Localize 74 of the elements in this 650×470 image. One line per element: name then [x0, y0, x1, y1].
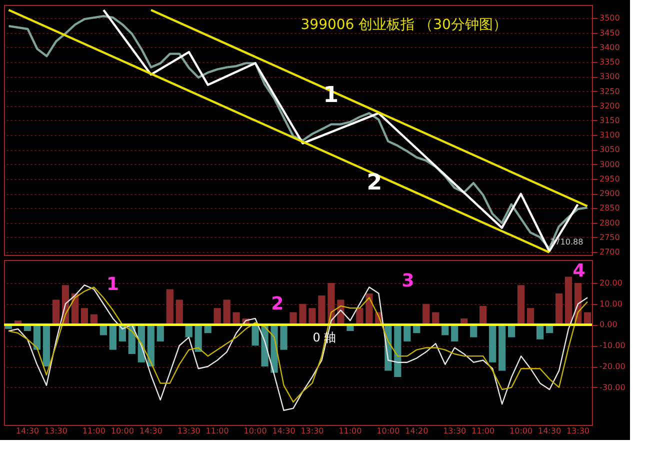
x-tick-label: 10:00: [376, 426, 400, 436]
bar: [147, 324, 154, 367]
bar: [498, 324, 506, 371]
bar: [480, 306, 487, 325]
x-tick-label: 10:00: [110, 426, 134, 436]
x-tick-label: 13:30: [566, 426, 590, 436]
text: 399006 创业板指 （30分钟图）: [300, 17, 507, 33]
bar: [214, 308, 221, 325]
bar: [52, 300, 60, 325]
y-tick-label: 3150: [600, 116, 620, 125]
x-tick-label: 14:30: [538, 426, 562, 436]
bar: [299, 304, 306, 325]
bar: [156, 324, 164, 342]
x-tick-label: 14:30: [272, 426, 296, 436]
y-tick-label: 20.00: [600, 278, 622, 288]
x-tick-label: 14:30: [139, 426, 162, 436]
annotation: 2: [271, 294, 284, 315]
bar: [308, 308, 316, 325]
y-tick-label: 3050: [600, 145, 620, 154]
y-tick-label: 10.00: [600, 299, 622, 308]
bar: [394, 324, 402, 377]
x-tick-label: 14:20: [405, 426, 428, 436]
y-tick-label: 3400: [600, 42, 620, 52]
bar: [536, 324, 544, 340]
y-tick-label: 2850: [600, 204, 620, 213]
bar: [404, 324, 411, 342]
bar: [42, 324, 50, 367]
bar: [564, 276, 572, 325]
y-tick-label: 3350: [600, 58, 620, 67]
bar: [422, 304, 430, 325]
y-tick-label: -30.00: [600, 382, 626, 392]
annotation: 3: [402, 270, 414, 292]
bar: [223, 300, 230, 325]
x-tick-label: 13:30: [44, 426, 68, 436]
y-tick-label: 2950: [600, 174, 620, 184]
bar: [109, 324, 116, 350]
x-tick-label: 11:00: [82, 426, 106, 436]
y-tick-label: 2800: [600, 218, 620, 228]
y-tick-label: -20.00: [600, 362, 626, 372]
x-tick-label: 11:00: [206, 426, 229, 436]
x-tick-label: 10:00: [244, 426, 267, 436]
bar: [280, 324, 288, 350]
y-tick-label: 3100: [600, 130, 620, 140]
annotation: 4: [572, 260, 586, 282]
annotation: 1: [106, 274, 120, 295]
y-tick-label: 3000: [600, 160, 620, 169]
annotation: 2: [366, 170, 382, 196]
bar: [252, 324, 259, 346]
y-tick-label: 3250: [600, 86, 620, 96]
y-tick-label: 2700: [600, 248, 620, 257]
y-tick-label: 3500: [600, 14, 620, 23]
x-tick-label: 13:30: [300, 426, 324, 436]
x-tick-label: 13:30: [443, 426, 466, 436]
y-tick-label: -10.00: [600, 341, 626, 350]
bar: [166, 289, 174, 325]
y-tick-label: 3200: [600, 101, 620, 110]
x-tick-label: 11:00: [472, 426, 495, 436]
y-tick-label: 3450: [600, 28, 620, 38]
x-tick-label: 10:00: [510, 426, 533, 436]
x-tick-label: 13:30: [177, 426, 200, 436]
y-tick-label: 2750: [600, 232, 620, 242]
bar: [489, 324, 496, 362]
x-tick-label: 14:30: [16, 426, 40, 436]
bar: [555, 293, 563, 325]
y-tick-label: 0.00: [600, 320, 618, 330]
bar: [451, 324, 458, 342]
bar: [318, 296, 326, 325]
y-tick-label: 2900: [600, 189, 620, 198]
bar: [176, 300, 183, 325]
bar: [526, 308, 534, 325]
bar: [80, 308, 88, 325]
x-tick-label: 11:00: [338, 426, 362, 436]
y-tick-label: 3300: [600, 72, 620, 82]
bar: [517, 285, 525, 325]
